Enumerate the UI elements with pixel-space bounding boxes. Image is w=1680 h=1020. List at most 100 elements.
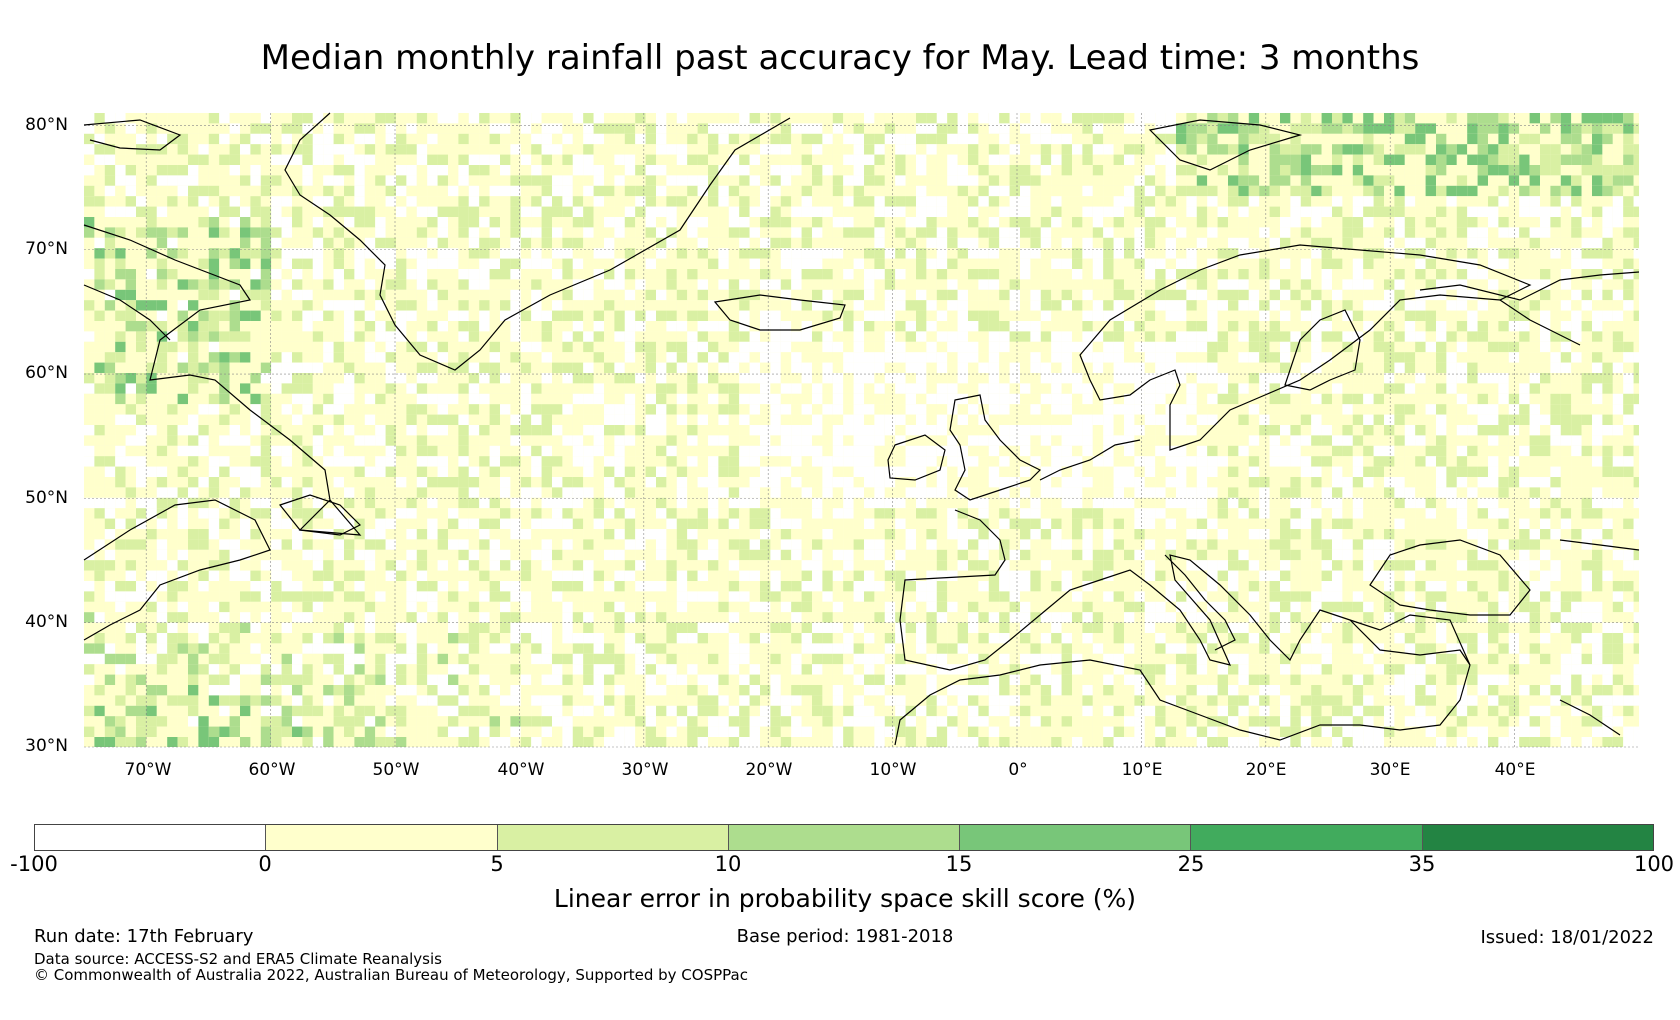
skill-cell (1259, 217, 1270, 228)
skill-cell (1020, 393, 1031, 405)
skill-cell (1020, 289, 1031, 301)
skill-cell (520, 175, 532, 186)
skill-cell (292, 206, 303, 217)
skill-cell (614, 258, 625, 269)
skill-cell (1082, 175, 1093, 186)
skill-cell (1394, 144, 1405, 155)
skill-cell (676, 165, 688, 176)
skill-cell (94, 289, 105, 301)
skill-cell (1207, 269, 1218, 280)
skill-cell (1425, 300, 1436, 311)
skill-cell (468, 414, 480, 425)
skill-cell (728, 237, 740, 249)
skill-cell (1404, 425, 1416, 436)
skill-cell (801, 393, 812, 405)
skill-cell (500, 175, 511, 186)
skill-cell (198, 393, 209, 405)
skill-cell (1332, 258, 1343, 269)
skill-cell (614, 144, 625, 155)
skill-cell (1238, 383, 1249, 394)
skill-cell (978, 165, 989, 176)
skill-cell (739, 289, 750, 301)
skill-cell (708, 435, 719, 446)
skill-cell (1311, 331, 1322, 342)
skill-cell (125, 362, 136, 373)
skill-cell (198, 237, 209, 249)
skill-cell (260, 227, 272, 238)
skill-cell (1332, 404, 1343, 415)
skill-cell (801, 165, 812, 176)
skill-cell (1228, 175, 1239, 186)
skill-cell (1217, 206, 1228, 217)
skill-cell (1207, 393, 1218, 405)
skill-cell (562, 269, 573, 280)
skill-cell (1217, 154, 1228, 165)
skill-cell (1051, 425, 1062, 436)
skill-cell (208, 289, 220, 301)
skill-cell (1113, 113, 1124, 124)
skill-cell (1623, 289, 1634, 301)
skill-cell (1092, 175, 1104, 186)
skill-cell (572, 113, 584, 124)
skill-cell (1134, 425, 1145, 436)
skill-cell (947, 352, 958, 363)
skill-cell (999, 279, 1010, 290)
skill-cell (1456, 393, 1468, 405)
skill-cell (531, 414, 542, 425)
skill-cell (1165, 237, 1176, 249)
skill-cell (1529, 435, 1540, 446)
skill-cell (1612, 237, 1624, 249)
skill-cell (1144, 258, 1156, 269)
skill-cell (687, 404, 698, 415)
skill-cell (770, 289, 781, 301)
skill-cell (240, 425, 251, 436)
skill-cell (188, 154, 199, 165)
skill-cell (448, 341, 459, 353)
skill-cell (1623, 414, 1634, 425)
skill-cell (1259, 289, 1270, 301)
skill-cell (84, 341, 95, 353)
skill-cell (801, 123, 812, 134)
skill-cell (614, 175, 625, 186)
skill-cell (1082, 123, 1093, 134)
skill-cell (739, 175, 750, 186)
skill-cell (853, 185, 864, 197)
skill-cell (1124, 165, 1135, 176)
skill-cell (1321, 279, 1332, 290)
skill-cell (864, 289, 875, 301)
skill-cell (1488, 414, 1499, 425)
skill-cell (676, 373, 688, 384)
skill-cell (687, 269, 698, 280)
skill-cell (697, 414, 708, 425)
skill-cell (853, 165, 864, 176)
skill-cell (645, 248, 656, 259)
skill-cell (1311, 435, 1322, 446)
skill-cell (801, 133, 812, 145)
skill-cell (125, 175, 136, 186)
skill-cell (500, 133, 511, 145)
skill-cell (687, 185, 698, 197)
skill-cell (1540, 352, 1551, 363)
skill-cell (1592, 300, 1603, 311)
skill-cell (676, 300, 688, 311)
skill-cell (406, 133, 417, 145)
skill-cell (1332, 227, 1343, 238)
skill-cell (1228, 258, 1239, 269)
skill-cell (489, 414, 500, 425)
skill-cell (562, 425, 573, 436)
skill-cell (968, 393, 979, 405)
skill-cell (448, 300, 459, 311)
skill-cell (905, 165, 916, 176)
skill-cell (281, 217, 292, 228)
skill-cell (770, 237, 781, 249)
skill-cell (1540, 321, 1551, 332)
skill-cell (500, 310, 511, 321)
skill-cell (1581, 331, 1592, 342)
skill-cell (1571, 185, 1582, 197)
skill-cell (1238, 445, 1249, 457)
skill-cell (770, 425, 781, 436)
skill-cell (1633, 331, 1639, 342)
skill-cell (1373, 373, 1384, 384)
skill-cell (250, 123, 261, 134)
skill-cell (292, 196, 303, 207)
